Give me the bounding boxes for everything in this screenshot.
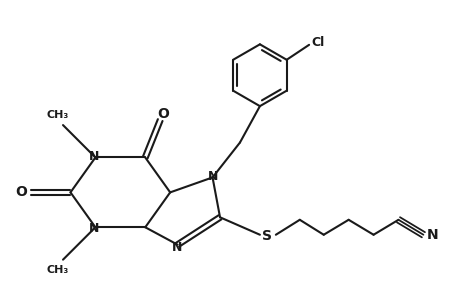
Text: N: N: [89, 150, 100, 163]
Text: Cl: Cl: [311, 36, 324, 49]
Text: N: N: [425, 228, 437, 242]
Text: CH₃: CH₃: [47, 265, 69, 275]
Text: N: N: [208, 170, 218, 183]
Text: O: O: [157, 106, 168, 121]
Text: S: S: [262, 229, 272, 243]
Text: CH₃: CH₃: [47, 110, 69, 120]
Text: O: O: [16, 185, 28, 200]
Text: N: N: [171, 241, 181, 254]
Text: N: N: [89, 222, 100, 235]
